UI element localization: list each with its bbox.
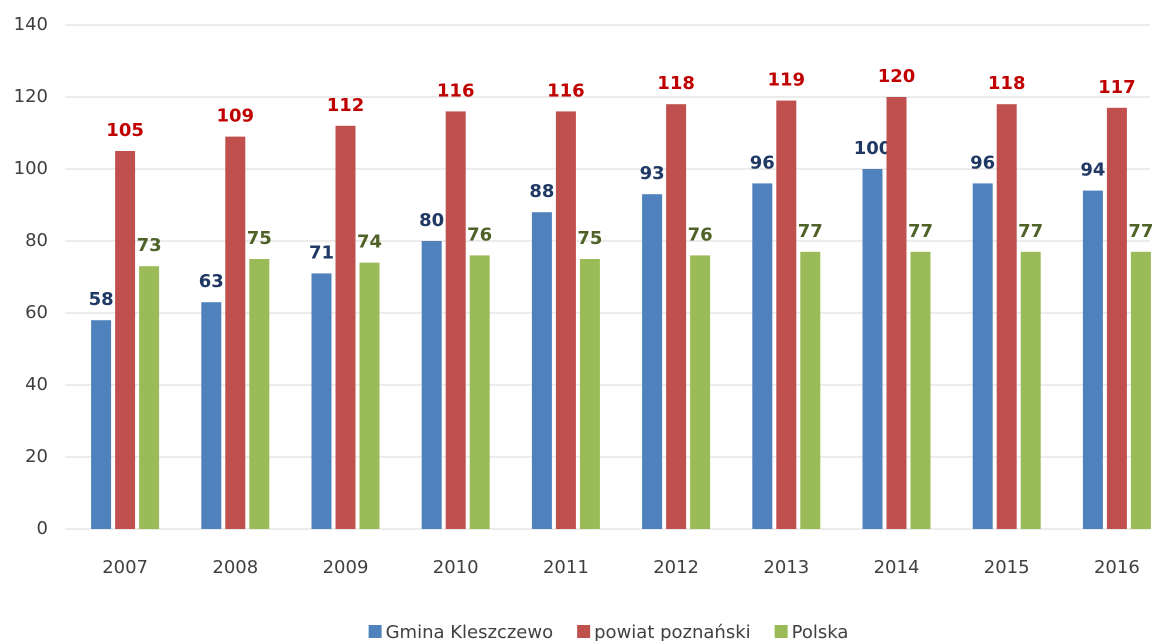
bar: [531, 212, 552, 529]
bar: [642, 194, 663, 529]
value-label: 116: [547, 80, 585, 101]
value-label: 120: [878, 66, 916, 87]
value-label: 75: [247, 228, 272, 249]
value-label: 58: [89, 289, 114, 310]
bar: [469, 255, 490, 529]
bar: [862, 169, 883, 529]
value-label: 77: [1018, 221, 1043, 242]
x-tick-label: 2009: [323, 557, 369, 578]
y-tick-label: 0: [37, 518, 48, 539]
bar: [996, 104, 1017, 529]
bar: [666, 104, 687, 529]
value-label: 96: [750, 152, 775, 173]
y-tick-label: 20: [25, 446, 48, 467]
value-label: 112: [327, 95, 365, 116]
value-label: 93: [640, 163, 665, 184]
bar: [445, 111, 466, 530]
x-tick-label: 2008: [212, 557, 258, 578]
bar: [972, 183, 993, 529]
bar: [115, 151, 136, 529]
x-tick-label: 2012: [653, 557, 699, 578]
value-label: 63: [199, 271, 224, 292]
x-tick-label: 2014: [874, 557, 920, 578]
bar: [421, 241, 442, 529]
legend-label: powiat poznański: [594, 622, 751, 641]
x-tick-label: 2016: [1094, 557, 1140, 578]
bar: [91, 320, 112, 529]
y-tick-label: 140: [14, 14, 48, 35]
bar: [579, 259, 600, 529]
y-tick-label: 80: [25, 230, 48, 251]
value-label: 71: [309, 242, 334, 263]
x-tick-label: 2013: [763, 557, 809, 578]
legend-swatch: [774, 625, 788, 638]
value-label: 76: [688, 224, 713, 245]
bar: [1020, 251, 1041, 530]
bar: [555, 111, 576, 530]
x-tick-label: 2011: [543, 557, 589, 578]
bar: [752, 183, 773, 529]
bar: [886, 97, 907, 529]
bar: [800, 251, 821, 530]
bar: [910, 251, 931, 530]
value-label: 88: [529, 181, 554, 202]
value-label: 74: [357, 232, 382, 253]
bar: [335, 125, 356, 530]
value-label: 77: [1128, 221, 1153, 242]
value-label: 116: [437, 80, 475, 101]
y-tick-label: 100: [14, 158, 48, 179]
x-tick-label: 2010: [433, 557, 479, 578]
value-label: 77: [908, 221, 933, 242]
value-label: 109: [217, 106, 255, 127]
bar: [1130, 251, 1151, 530]
value-label: 100: [854, 138, 892, 159]
bar: [249, 259, 270, 529]
bar: [776, 100, 797, 529]
legend-swatch: [577, 625, 591, 638]
value-label: 94: [1080, 160, 1105, 181]
value-label: 73: [137, 235, 162, 256]
value-label: 80: [419, 210, 444, 231]
value-label: 76: [467, 224, 492, 245]
value-label: 105: [106, 120, 144, 141]
value-label: 119: [768, 70, 806, 91]
bar: [1106, 107, 1127, 530]
bar: [201, 302, 222, 529]
value-label: 117: [1098, 77, 1136, 98]
y-tick-label: 60: [25, 302, 48, 323]
bar: [139, 266, 160, 529]
bar: [690, 255, 711, 529]
bar: [359, 262, 380, 529]
value-label: 75: [577, 228, 602, 249]
bar: [311, 273, 332, 529]
y-tick-label: 120: [14, 86, 48, 107]
x-tick-label: 2007: [102, 557, 148, 578]
value-label: 118: [657, 73, 695, 94]
value-label: 118: [988, 73, 1026, 94]
bar: [225, 136, 246, 529]
value-label: 96: [970, 152, 995, 173]
y-tick-label: 40: [25, 374, 48, 395]
x-tick-label: 2015: [984, 557, 1030, 578]
bar: [1082, 190, 1103, 529]
legend-label: Gmina Kleszczewo: [386, 622, 554, 641]
legend-swatch: [368, 625, 382, 638]
value-label: 77: [798, 221, 823, 242]
legend-label: Polska: [792, 622, 849, 641]
